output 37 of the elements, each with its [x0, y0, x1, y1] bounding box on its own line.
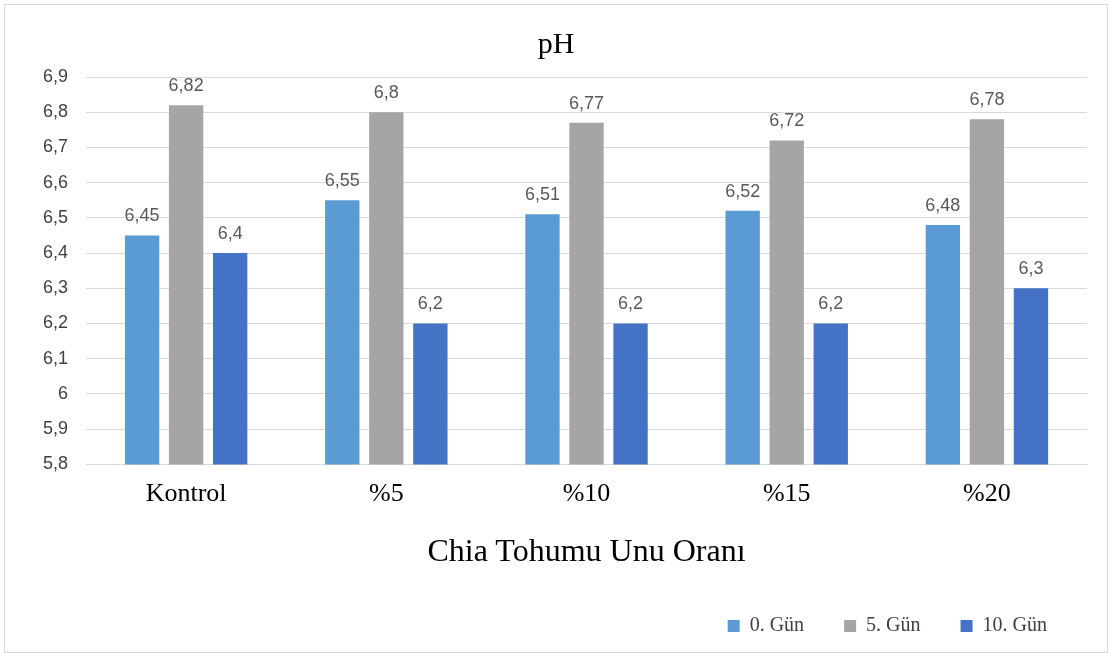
legend-label: 10. Gün	[982, 613, 1048, 636]
x-tick-label: %5	[368, 477, 404, 507]
chart-title: pH	[537, 25, 575, 59]
data-label: 6,78	[969, 89, 1005, 110]
y-tick-label: 5,8	[42, 453, 69, 474]
y-tick-label: 6,1	[42, 347, 69, 368]
data-label: 6,55	[324, 170, 360, 191]
data-label: 6,45	[124, 205, 160, 226]
y-tick-label: 6,8	[42, 101, 69, 122]
y-tick-label: 5,9	[42, 418, 69, 439]
x-tick-label: %20	[963, 477, 1011, 507]
legend-label: 5. Gün	[866, 613, 921, 636]
data-label: 6,4	[217, 223, 243, 244]
data-label: 6,72	[769, 110, 805, 131]
y-tick-label: 6,9	[42, 65, 69, 86]
y-tick-label: 6,7	[42, 136, 69, 157]
data-label: 6,52	[725, 180, 761, 201]
y-tick-label: 6,5	[42, 206, 69, 227]
data-label: 6,8	[373, 82, 399, 103]
data-label: 6,2	[818, 293, 844, 314]
x-tick-label: Kontrol	[145, 477, 227, 507]
x-tick-label: %10	[562, 477, 611, 507]
data-label: 6,51	[524, 184, 560, 205]
legend-label: 0. Gün	[749, 613, 805, 636]
data-label: 6,82	[168, 75, 204, 96]
y-tick-label: 6,2	[42, 312, 69, 333]
y-tick-label: 6,6	[42, 171, 69, 192]
data-label: 6,3	[1018, 258, 1044, 279]
data-label: 6,2	[618, 293, 644, 314]
data-label: 6,2	[417, 293, 443, 314]
x-axis-title: Chia Tohumu Unu Oranı	[427, 532, 746, 569]
y-tick-label: 6,4	[42, 242, 69, 263]
y-tick-label: 6	[58, 382, 69, 403]
x-tick-label: %15	[762, 477, 811, 507]
data-label: 6,77	[568, 92, 605, 113]
y-tick-label: 6,3	[42, 277, 69, 298]
data-label: 6,48	[925, 194, 961, 215]
